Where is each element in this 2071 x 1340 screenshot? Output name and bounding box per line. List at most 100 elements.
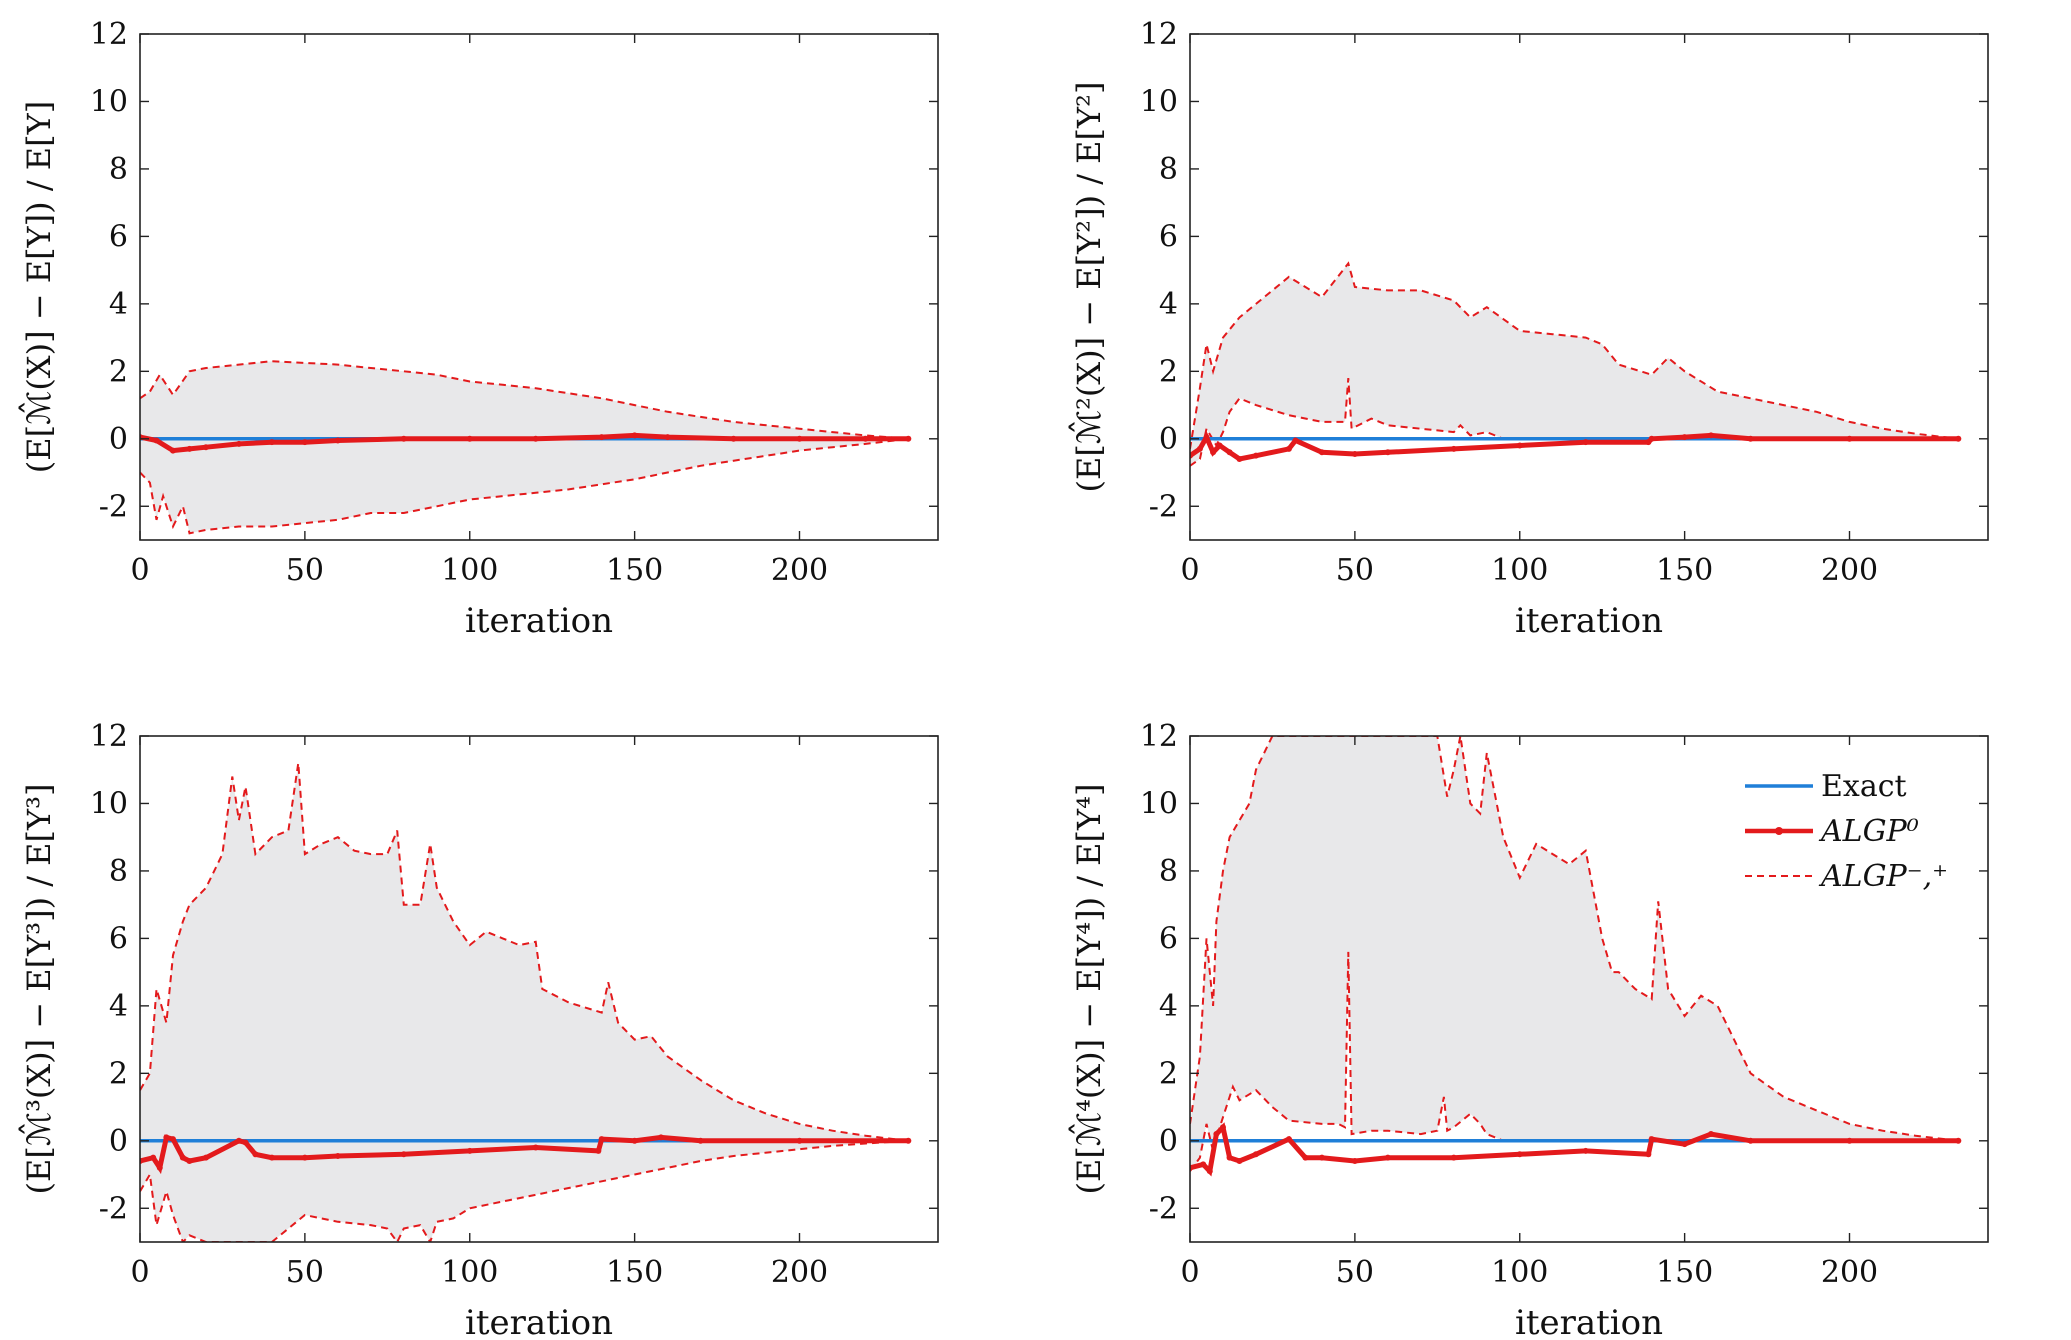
y-tick-label: 4 bbox=[1159, 287, 1178, 322]
algp0-point bbox=[1200, 1161, 1207, 1168]
legend-label: ALGP⁻,⁺ bbox=[1818, 859, 1948, 894]
y-tick-label: 10 bbox=[1140, 84, 1178, 119]
algp0-point bbox=[1252, 1151, 1259, 1158]
series-upper-bound bbox=[140, 762, 909, 1142]
algp0-point bbox=[1708, 432, 1715, 439]
x-tick-label: 0 bbox=[1180, 553, 1199, 588]
algp0-point bbox=[598, 434, 605, 441]
algp0-point bbox=[1681, 1141, 1688, 1148]
algp0-point bbox=[169, 1136, 176, 1143]
y-tick-label: 0 bbox=[109, 422, 128, 457]
y-tick-label: 0 bbox=[1159, 422, 1178, 457]
y-axis-label: (E[ℳ̂²(X)] − E[Y²]) / E[Y²] bbox=[1068, 82, 1108, 493]
algp0-point bbox=[730, 435, 737, 442]
algp0-point bbox=[1302, 1154, 1309, 1161]
algp0-point bbox=[1450, 445, 1457, 452]
algp0-point bbox=[1226, 1154, 1233, 1161]
algp0-point bbox=[1955, 435, 1962, 442]
algp0-point bbox=[301, 439, 308, 446]
algp0-point bbox=[1236, 1158, 1243, 1165]
y-tick-label: 2 bbox=[109, 1056, 128, 1091]
y-tick-label: 6 bbox=[1159, 219, 1178, 254]
algp0-point bbox=[153, 437, 160, 444]
y-tick-label: 6 bbox=[109, 219, 128, 254]
algp0-point bbox=[1351, 450, 1358, 457]
y-tick-label: 12 bbox=[90, 719, 128, 754]
algp0-point bbox=[1318, 449, 1325, 456]
y-tick-label: 4 bbox=[1159, 989, 1178, 1024]
series-upper-bound bbox=[1190, 736, 1959, 1142]
algp0-point bbox=[1846, 1137, 1853, 1144]
confidence-band bbox=[1190, 736, 1959, 1172]
series-lower-bound bbox=[140, 1139, 909, 1242]
algp0-point bbox=[1351, 1158, 1358, 1165]
y-axis-label: (E[ℳ̂(X)] − E[Y]) / E[Y] bbox=[18, 101, 58, 473]
confidence-band bbox=[140, 763, 909, 1242]
algp0-point bbox=[466, 1147, 473, 1154]
x-tick-label: 200 bbox=[771, 1255, 828, 1290]
x-tick-label: 100 bbox=[441, 553, 498, 588]
x-axis-label: iteration bbox=[1515, 1303, 1663, 1340]
algp0-point bbox=[1216, 442, 1223, 449]
algp0-point bbox=[156, 1164, 163, 1171]
y-tick-label: 2 bbox=[1159, 354, 1178, 389]
algp0-point bbox=[1196, 445, 1203, 452]
confidence-band bbox=[1190, 263, 1959, 466]
plot-area bbox=[140, 360, 912, 535]
y-tick-label: 6 bbox=[109, 921, 128, 956]
x-tick-label: 150 bbox=[606, 1255, 663, 1290]
y-axis-label: (E[ℳ̂⁴(X)] − E[Y⁴]) / E[Y⁴] bbox=[1068, 784, 1108, 1195]
y-tick-label: 6 bbox=[1159, 921, 1178, 956]
y-tick-label: -2 bbox=[1149, 1191, 1178, 1226]
x-axis-label: iteration bbox=[1515, 601, 1663, 641]
series-lower-bound bbox=[1190, 951, 1959, 1172]
x-tick-label: 50 bbox=[1336, 1255, 1374, 1290]
chart-panel-2: 0 50 100 150 200-2024681012iteration(E[ℳ̂²(X… bbox=[1068, 17, 1989, 641]
x-tick-label: 150 bbox=[1656, 1255, 1713, 1290]
legend-label: ALGP⁰ bbox=[1818, 814, 1919, 849]
y-tick-label: 0 bbox=[1159, 1124, 1178, 1159]
x-tick-label: 200 bbox=[1821, 553, 1878, 588]
algp0-point bbox=[1747, 1137, 1754, 1144]
algp0-point bbox=[1285, 1136, 1292, 1143]
algp0-point bbox=[1318, 1154, 1325, 1161]
algp0-point bbox=[179, 1154, 186, 1161]
algp0-point bbox=[186, 445, 193, 452]
algp0-point bbox=[1236, 456, 1243, 463]
algp0-point bbox=[1450, 1154, 1457, 1161]
chart-panel-1: 0 50 100 150 200-2024681012iteration(E[ℳ̂(X)… bbox=[18, 17, 939, 641]
algp0-point bbox=[1955, 1137, 1962, 1144]
x-tick-label: 0 bbox=[130, 553, 149, 588]
algp0-point bbox=[1226, 449, 1233, 456]
algp0-point bbox=[1384, 1154, 1391, 1161]
y-tick-label: -2 bbox=[99, 489, 128, 524]
y-tick-label: 0 bbox=[109, 1124, 128, 1159]
x-tick-label: 0 bbox=[1180, 1255, 1199, 1290]
algp0-point bbox=[532, 435, 539, 442]
algp0-point bbox=[1252, 452, 1259, 459]
y-tick-label: 10 bbox=[90, 786, 128, 821]
algp0-point bbox=[1210, 449, 1217, 456]
algp0-point bbox=[186, 1158, 193, 1165]
x-tick-label: 50 bbox=[286, 1255, 324, 1290]
x-tick-label: 100 bbox=[1491, 553, 1548, 588]
y-tick-label: 12 bbox=[90, 17, 128, 52]
algp0-point bbox=[532, 1144, 539, 1151]
algp0-point bbox=[1292, 437, 1299, 444]
algp0-point bbox=[334, 437, 341, 444]
x-tick-label: 150 bbox=[1656, 553, 1713, 588]
algp0-point bbox=[631, 432, 638, 439]
algp0-point bbox=[466, 435, 473, 442]
plot-area bbox=[1190, 736, 1962, 1177]
y-tick-label: 2 bbox=[1159, 1056, 1178, 1091]
algp0-point bbox=[242, 1139, 249, 1146]
y-tick-label: 8 bbox=[1159, 152, 1178, 187]
x-tick-label: 150 bbox=[606, 553, 663, 588]
algp0-point bbox=[1206, 1168, 1213, 1175]
algp0-point bbox=[862, 435, 869, 442]
x-tick-label: 50 bbox=[286, 553, 324, 588]
algp0-point bbox=[1516, 1151, 1523, 1158]
algp0-point bbox=[664, 434, 671, 441]
legend-marker bbox=[1775, 827, 1783, 835]
algp0-point bbox=[1203, 434, 1210, 441]
